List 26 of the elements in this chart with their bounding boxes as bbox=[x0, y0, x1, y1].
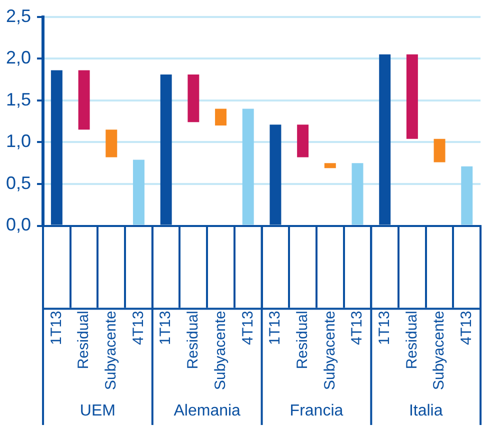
text: Italia bbox=[408, 402, 443, 420]
x-tick-label: 4T13 bbox=[348, 310, 366, 345]
x-tick-label: Subyacente bbox=[321, 310, 338, 390]
x-tick-label: 1T13 bbox=[266, 310, 284, 345]
x-tick-label: Residual bbox=[75, 310, 92, 370]
text: Alemania bbox=[174, 402, 241, 420]
y-tick-label: 2,5 bbox=[6, 6, 32, 26]
x-tick-label: 1T13 bbox=[376, 310, 393, 345]
text: Francia bbox=[290, 402, 344, 420]
x-tick-label: Residual bbox=[294, 310, 311, 370]
x-tick-label: Subyacente bbox=[430, 310, 448, 390]
y-tick-label: 1,5 bbox=[6, 89, 32, 110]
y-tick-label: 0,5 bbox=[6, 172, 32, 193]
x-tick-label: 4T13 bbox=[458, 310, 476, 345]
x-tick-label: Residual bbox=[184, 310, 202, 370]
x-tick-label: 4T13 bbox=[239, 310, 256, 345]
text: UEM bbox=[80, 402, 116, 420]
y-tick-label: 2,0 bbox=[6, 48, 32, 68]
x-tick-label: 1T13 bbox=[48, 310, 65, 345]
x-tick-label: Subyacente bbox=[102, 310, 120, 390]
x-tick-label: 4T13 bbox=[130, 310, 147, 345]
x-tick-label: Subyacente bbox=[212, 310, 229, 390]
y-tick-label: 0,0 bbox=[6, 214, 32, 235]
x-tick-label: 1T13 bbox=[157, 310, 174, 345]
x-tick-label: Residual bbox=[403, 310, 420, 370]
y-tick-label: 1,0 bbox=[6, 131, 32, 152]
